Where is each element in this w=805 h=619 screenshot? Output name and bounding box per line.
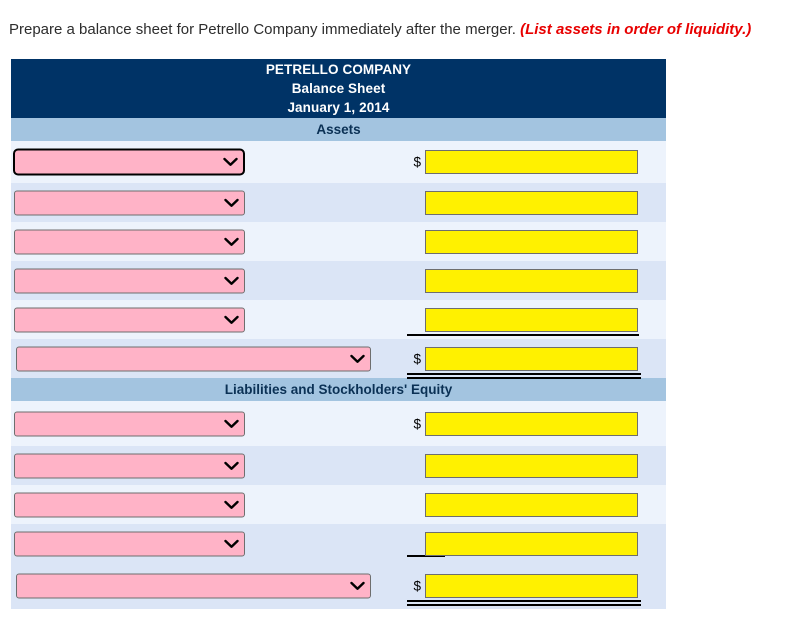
asset-select-3[interactable] — [14, 229, 245, 254]
subtotal-rule — [407, 554, 445, 557]
dollar-sign: $ — [413, 416, 421, 431]
liability-amount-input-3[interactable] — [425, 492, 638, 517]
asset-amount-input-5[interactable] — [425, 307, 638, 332]
instruction-note: (List assets in order of liquidity.) — [520, 21, 752, 38]
liability-select-1[interactable] — [14, 411, 245, 436]
liability-row-2 — [11, 446, 666, 485]
asset-amount-input-4[interactable] — [425, 268, 638, 293]
liability-amount-input-1[interactable] — [425, 411, 638, 436]
asset-row-1: $ — [11, 141, 666, 183]
instruction-main: Prepare a balance sheet for Petrello Com… — [9, 21, 516, 38]
instruction-text: Prepare a balance sheet for Petrello Com… — [9, 19, 797, 40]
asset-row-5 — [11, 300, 666, 339]
liability-amount-input-4[interactable] — [425, 531, 638, 556]
balance-sheet-form: PETRELLO COMPANY Balance Sheet January 1… — [11, 59, 666, 609]
dollar-sign: $ — [413, 154, 421, 170]
statement-date: January 1, 2014 — [287, 100, 390, 115]
liability-row-1: $ — [11, 401, 666, 446]
asset-total-row: $ — [11, 339, 666, 379]
section-header-assets: Assets — [11, 118, 666, 141]
statement-header: PETRELLO COMPANY Balance Sheet January 1… — [11, 59, 666, 118]
asset-total-select[interactable] — [16, 346, 371, 371]
liability-select-4[interactable] — [14, 531, 245, 556]
asset-amount-input-3[interactable] — [425, 229, 638, 254]
asset-row-2 — [11, 183, 666, 222]
dollar-sign: $ — [413, 351, 421, 366]
total-double-rule — [407, 600, 641, 606]
asset-total-input[interactable] — [425, 346, 638, 371]
asset-row-4 — [11, 261, 666, 300]
asset-select-2[interactable] — [14, 190, 245, 215]
asset-select-4[interactable] — [14, 268, 245, 293]
dollar-sign: $ — [413, 578, 421, 594]
asset-amount-input-2[interactable] — [425, 190, 638, 215]
total-double-rule — [407, 372, 641, 379]
liability-total-row: $ — [11, 563, 666, 609]
subtotal-rule — [407, 333, 639, 336]
asset-select-5[interactable] — [14, 307, 245, 332]
statement-title: Balance Sheet — [291, 81, 386, 96]
liability-row-4 — [11, 524, 666, 563]
asset-select-1[interactable] — [13, 148, 245, 176]
liability-amount-input-2[interactable] — [425, 453, 638, 478]
company-name: PETRELLO COMPANY — [265, 62, 412, 77]
asset-row-3 — [11, 222, 666, 261]
asset-amount-input-1[interactable] — [425, 150, 638, 174]
liability-total-select[interactable] — [16, 573, 371, 599]
liability-select-3[interactable] — [14, 492, 245, 517]
liability-row-3 — [11, 485, 666, 524]
liability-select-2[interactable] — [14, 453, 245, 478]
section-header-liabilities: Liabilities and Stockholders' Equity — [11, 378, 666, 401]
liability-total-input[interactable] — [425, 574, 638, 598]
